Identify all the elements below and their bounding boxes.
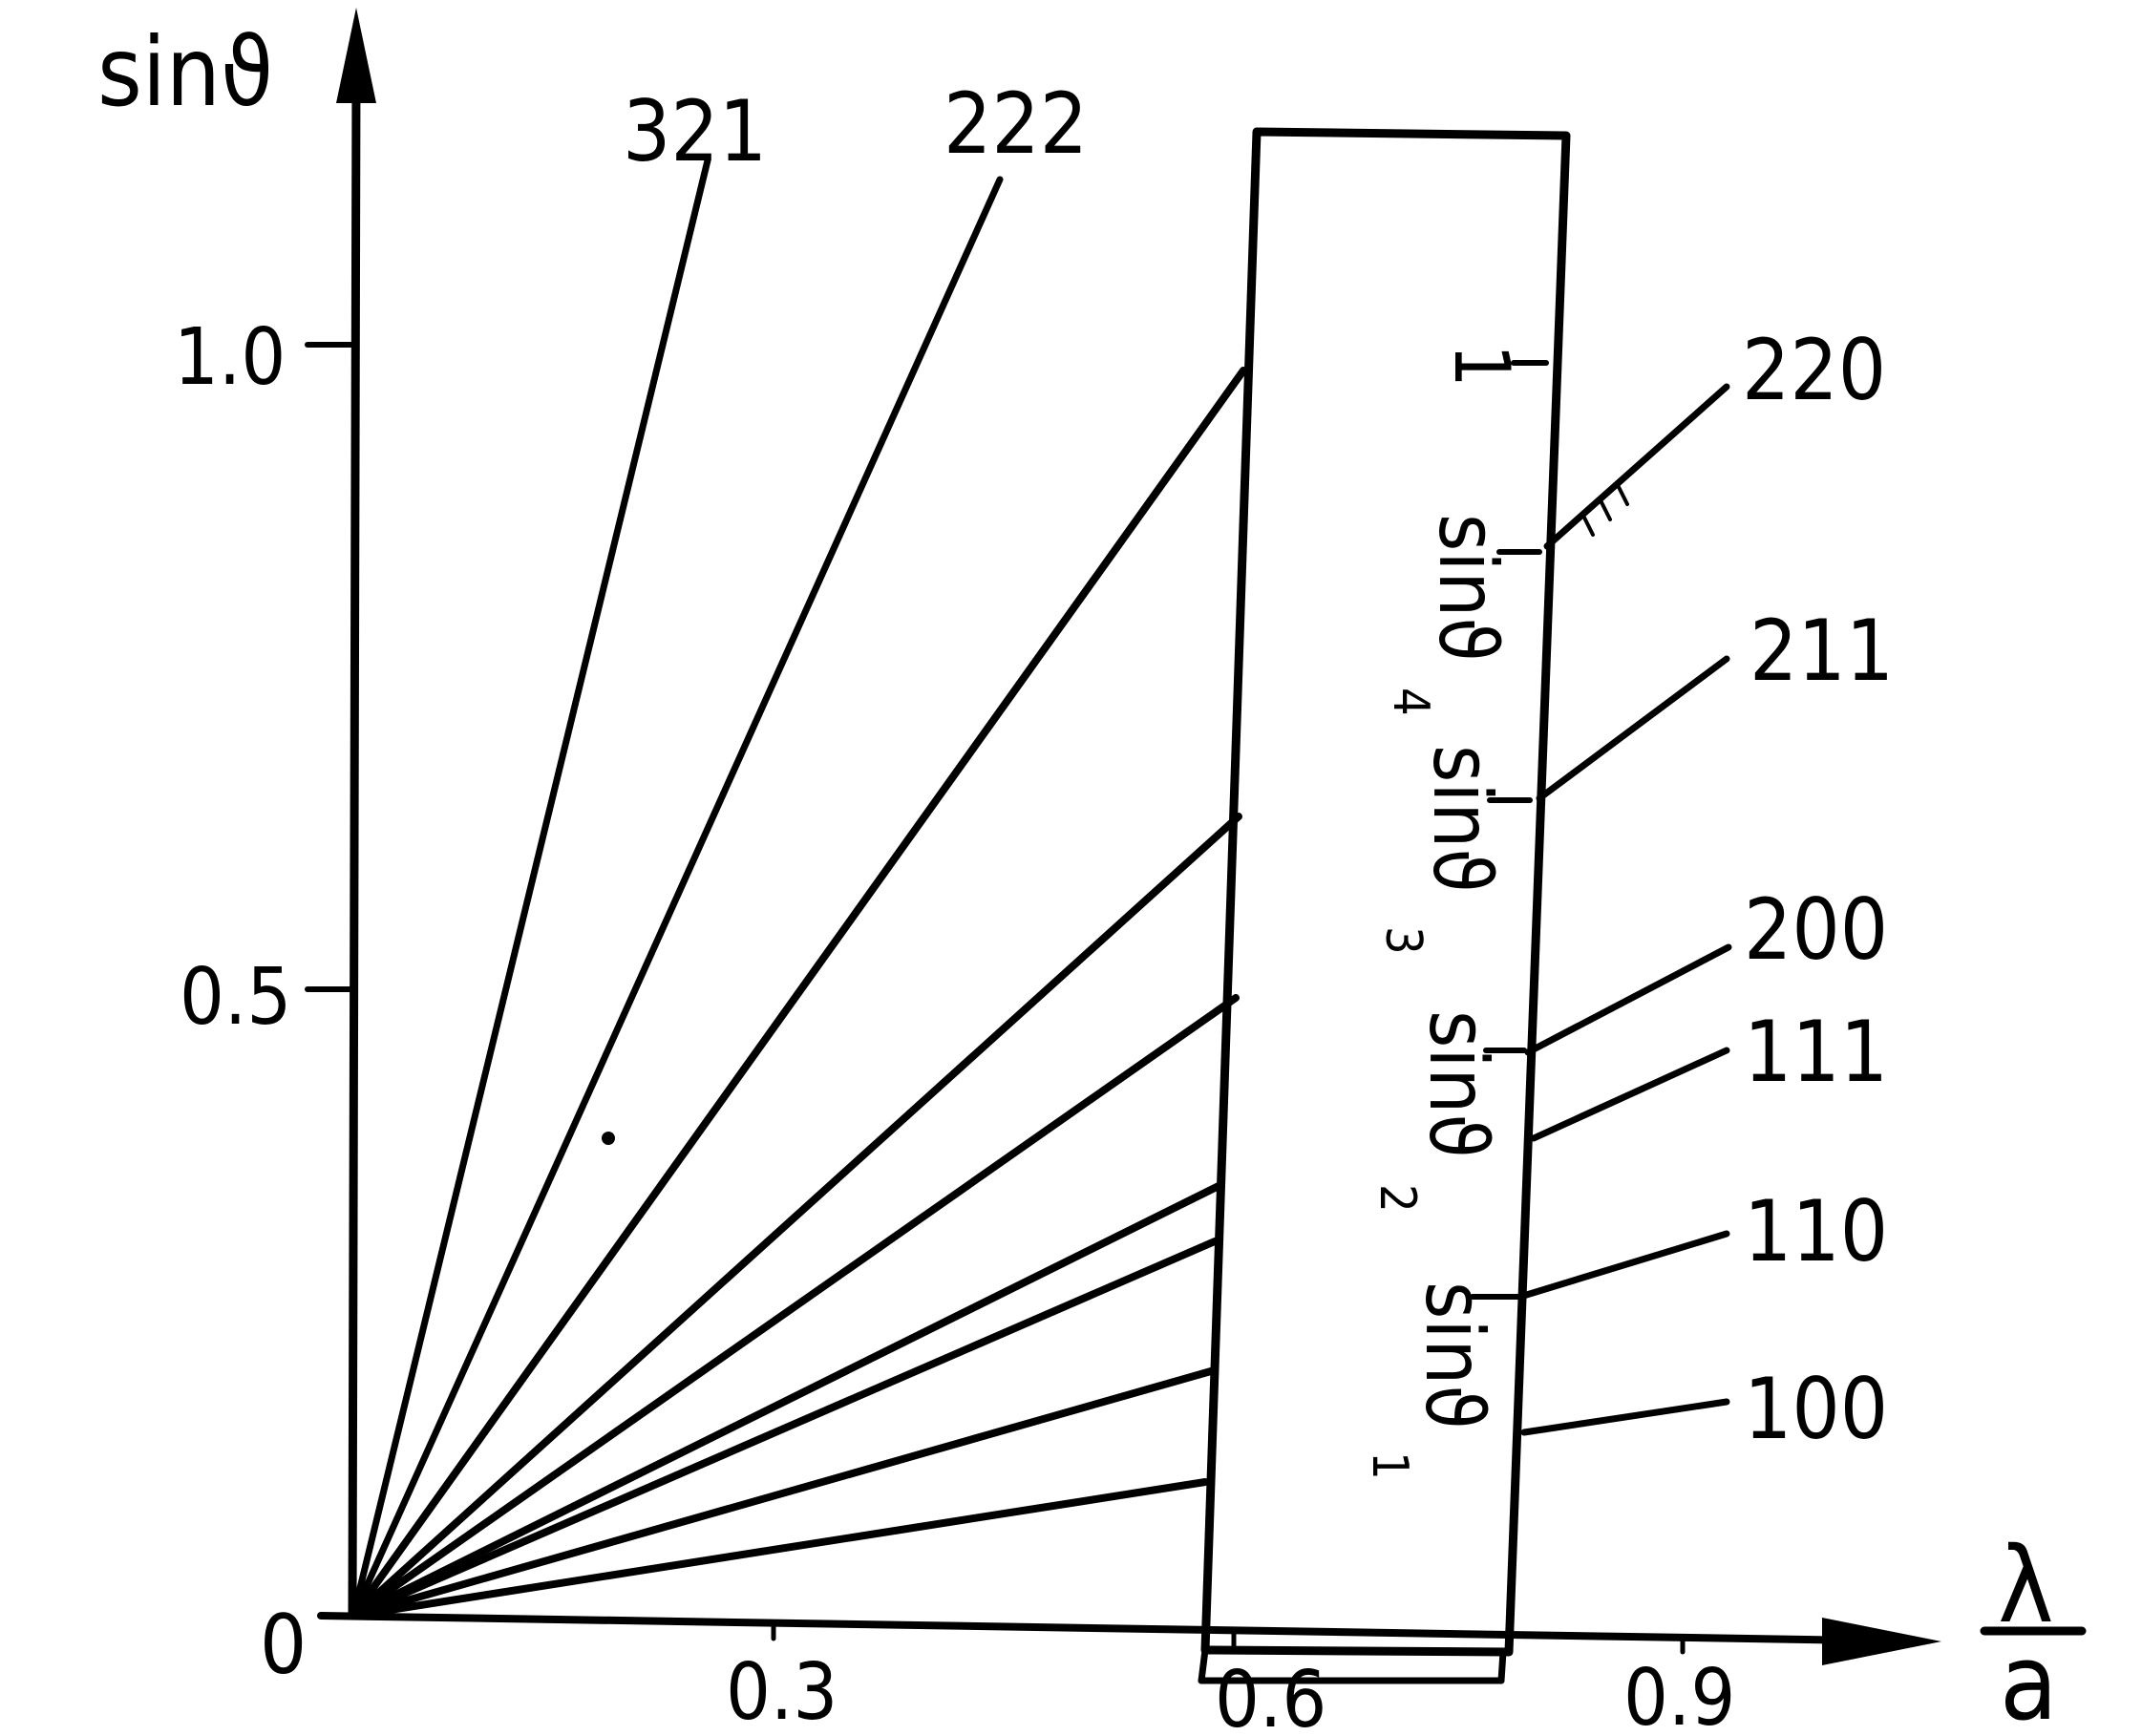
reflection-line-211 — [350, 994, 1240, 1620]
slider-label-sub-3: 3 — [1374, 926, 1432, 955]
slider-outline — [1200, 127, 1571, 1657]
reflection-lines — [350, 157, 1247, 1620]
reflection-line-321 — [350, 157, 711, 1620]
leader-211 — [1536, 655, 1730, 802]
x-tick-label-06: 0.6 — [1215, 1655, 1326, 1736]
reflection-line-hkl-1 — [350, 367, 1247, 1620]
leader-lines — [1516, 383, 1732, 1436]
slider-bottom-left — [1198, 1646, 1209, 1684]
slider-label-1: 1 — [1437, 344, 1526, 388]
leader-220-hatch-3 — [1616, 483, 1629, 506]
leader-220 — [1543, 383, 1730, 550]
slider-label-sin1: sinϑ — [1408, 1281, 1501, 1429]
leader-100 — [1520, 1398, 1730, 1436]
hkl-label-111: 111 — [1744, 1003, 1888, 1101]
hkl-label-100: 100 — [1744, 1360, 1888, 1458]
hkl-label-200: 200 — [1744, 880, 1888, 979]
slider-label-sin4: sinϑ — [1421, 514, 1515, 662]
x-tick-label-03: 0.3 — [726, 1647, 838, 1736]
leader-110 — [1516, 1230, 1730, 1301]
reflection-line-110 — [350, 1367, 1215, 1620]
leader-220-hatch-2 — [1599, 498, 1612, 521]
slider-label-sub-2: 2 — [1368, 1184, 1426, 1213]
slider-ruler[interactable]: 1 sinϑ 4 sinϑ 3 sinϑ 2 sinϑ 1 — [1198, 127, 1571, 1684]
y-tick-label-05: 0.5 — [180, 952, 291, 1043]
leader-220-hatch-1 — [1581, 514, 1595, 537]
x-axis-label-numerator: λ — [1998, 1524, 2054, 1646]
y-axis-arrow-icon — [336, 8, 376, 103]
reflection-line-222 — [350, 176, 1004, 1620]
x-axis-label-denominator: a — [2000, 1621, 2058, 1736]
hkl-label-211: 211 — [1750, 602, 1894, 700]
hkl-label-220: 220 — [1742, 321, 1886, 419]
axes — [305, 8, 1941, 1665]
hkl-label-110: 110 — [1744, 1182, 1888, 1281]
reflection-line-220 — [350, 813, 1242, 1620]
slider-bottom-right — [1497, 1648, 1507, 1684]
reflection-line-200 — [350, 1182, 1222, 1620]
leader-111 — [1530, 1047, 1730, 1142]
x-axis-arrow-icon — [1822, 1618, 1941, 1665]
reflection-line-100 — [350, 1478, 1209, 1620]
y-axis-line — [348, 72, 361, 1619]
y-tick-label-10: 1.0 — [174, 312, 286, 403]
y-tick-label-0: 0 — [260, 1598, 307, 1693]
slider-label-sin2: sinϑ — [1411, 1010, 1505, 1158]
y-axis-label: sinϑ — [97, 16, 274, 128]
x-tick-label-09: 0.9 — [1623, 1653, 1735, 1736]
slider-label-sin3: sinϑ — [1415, 745, 1509, 893]
reflection-line-111 — [350, 1238, 1219, 1620]
hkl-label-321: 321 — [623, 82, 767, 180]
slider-label-sub-1: 1 — [1361, 1451, 1418, 1480]
hkl-label-222: 222 — [944, 74, 1088, 173]
slider-label-sub-4: 4 — [1382, 688, 1439, 716]
scan-dot — [602, 1132, 615, 1145]
x-axis-line — [317, 1612, 1871, 1644]
leader-200 — [1524, 943, 1732, 1056]
